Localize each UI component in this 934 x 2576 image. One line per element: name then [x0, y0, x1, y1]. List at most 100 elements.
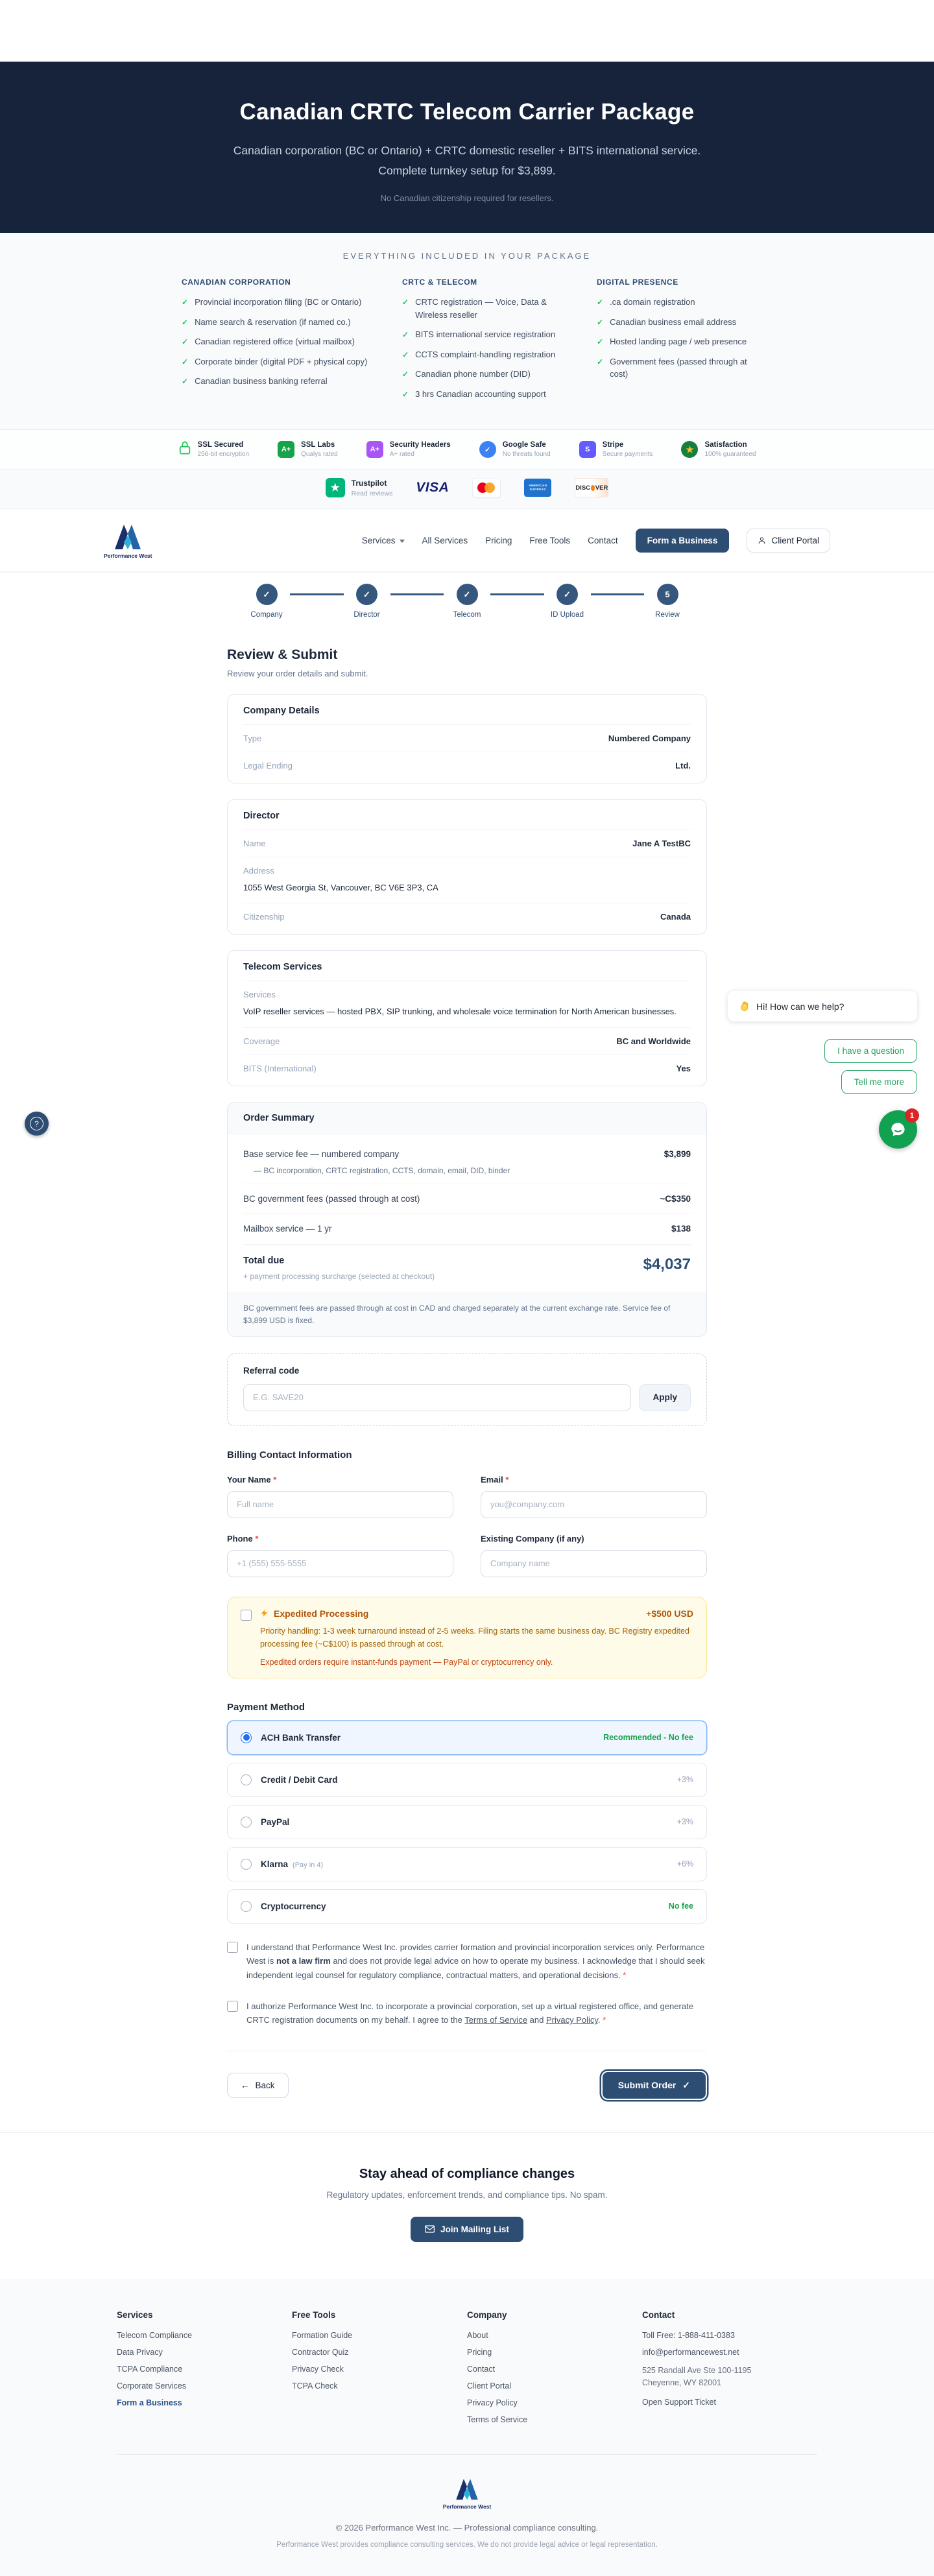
badge-sub: A+ rated — [389, 451, 414, 459]
payment-option-ach[interactable]: ACH Bank Transfer Recommended - No fee — [227, 1720, 707, 1755]
footer-email-link[interactable]: info@performancewest.net — [642, 2347, 739, 2357]
footer-link-formation-guide[interactable]: Formation Guide — [292, 2330, 353, 2340]
field-label: Existing Company (if any) — [481, 1533, 584, 1544]
nav-item-pricing[interactable]: Pricing — [485, 535, 512, 545]
footer-link-tcpa-check[interactable]: TCPA Check — [292, 2381, 338, 2391]
radio-unselected[interactable] — [241, 1774, 252, 1785]
footer-link-privacy-policy[interactable]: Privacy Policy — [467, 2398, 518, 2407]
company-name-input[interactable] — [481, 1549, 707, 1577]
radio-unselected[interactable] — [241, 1900, 252, 1912]
chat-quick-reply-question[interactable]: I have a question — [824, 1039, 917, 1063]
payment-option-crypto[interactable]: Cryptocurrency No fee — [227, 1889, 707, 1924]
list-item-label: Canadian business email address — [610, 316, 737, 327]
radio-selected[interactable] — [241, 1732, 252, 1743]
referral-code-input[interactable] — [243, 1383, 632, 1411]
badge-title: SSL Labs — [301, 441, 335, 449]
card-title: Telecom Services — [243, 962, 691, 982]
footer-link-data-privacy[interactable]: Data Privacy — [117, 2347, 163, 2357]
footer-link-contractor-quiz[interactable]: Contractor Quiz — [292, 2347, 349, 2357]
step-director[interactable]: ✓ Director — [344, 584, 390, 619]
trustpilot-title: Trustpilot — [351, 478, 387, 488]
name-input[interactable] — [227, 1490, 453, 1518]
footer-copyright: © 2026 Performance West Inc. — Professio… — [335, 2522, 599, 2533]
footer-link-tcpa-compliance[interactable]: TCPA Compliance — [117, 2364, 183, 2374]
nav-item-free-tools[interactable]: Free Tools — [529, 535, 571, 545]
discover-logo: DISC VER — [575, 478, 609, 498]
footer-column-title: Company — [467, 2309, 507, 2320]
badge-sub: Secure payments — [602, 451, 653, 459]
required-asterisk: * — [603, 2015, 606, 2025]
order-footnote: BC government fees are passed through at… — [228, 1292, 706, 1336]
phone-input[interactable] — [227, 1549, 453, 1577]
footer-link-pricing[interactable]: Pricing — [467, 2347, 492, 2357]
acknowledgement-checkbox[interactable] — [227, 1941, 238, 1953]
join-mailing-list-button[interactable]: Join Mailing List — [411, 2216, 523, 2242]
amex-text: AMERICAN — [529, 483, 547, 487]
step-review[interactable]: 5 Review — [644, 584, 691, 619]
step-telecom[interactable]: ✓ Telecom — [444, 584, 490, 619]
footer-link-privacy-check[interactable]: Privacy Check — [292, 2364, 344, 2374]
included-column-title: DIGITAL PRESENCE — [597, 278, 678, 287]
submit-order-button[interactable]: Submit Order ✓ — [601, 2070, 707, 2100]
footer-column-services: Services Telecom Compliance Data Privacy… — [117, 2310, 292, 2432]
footer-link-telecom-compliance[interactable]: Telecom Compliance — [117, 2330, 193, 2340]
chat-widget: Hi! How can we help? I have a question T… — [728, 991, 919, 1149]
chat-launcher-button[interactable]: 1 — [879, 1108, 919, 1149]
back-button[interactable]: ← Back — [227, 2072, 289, 2098]
footer-link-form-a-business[interactable]: Form a Business — [117, 2398, 182, 2407]
accessibility-help-button[interactable]: ? — [25, 1112, 49, 1136]
payment-option-klarna[interactable]: Klarna (Pay in 4) +6% — [227, 1846, 707, 1881]
list-item: ✓ Government fees (passed through at cost… — [597, 355, 752, 381]
radio-unselected[interactable] — [241, 1816, 252, 1828]
trustpilot-badge[interactable]: ★ Trustpilot Read reviews — [325, 478, 392, 498]
footer-link-terms-of-service[interactable]: Terms of Service — [467, 2415, 528, 2424]
step-id-upload[interactable]: ✓ ID Upload — [544, 584, 591, 619]
payment-option-fee: +3% — [677, 1775, 693, 1785]
footer-link-about[interactable]: About — [467, 2330, 488, 2340]
list-item: ✓ BITS international service registration — [402, 328, 577, 341]
security-headers-icon: A+ — [366, 441, 383, 459]
row-label: Type — [243, 733, 262, 744]
nav-item-services[interactable]: Services — [362, 536, 405, 545]
authorization-checkbox[interactable] — [227, 2000, 238, 2012]
order-row: Base service fee — numbered company $3,8… — [243, 1139, 691, 1169]
terms-of-service-link[interactable]: Terms of Service — [464, 2015, 528, 2025]
check-icon: ✓ — [182, 377, 189, 387]
payment-option-fee: +6% — [677, 1859, 693, 1869]
form-a-business-button[interactable]: Form a Business — [635, 528, 730, 553]
check-icon: ✓ — [597, 317, 604, 327]
legal-acknowledgement-2: I authorize Performance West Inc. to inc… — [227, 1999, 707, 2027]
nav-item-contact[interactable]: Contact — [588, 535, 618, 545]
footer-support-ticket-link[interactable]: Open Support Ticket — [642, 2397, 716, 2407]
chat-quick-reply-more[interactable]: Tell me more — [841, 1070, 917, 1094]
order-summary-card: Order Summary Base service fee — numbere… — [227, 1101, 707, 1337]
radio-unselected[interactable] — [241, 1858, 252, 1870]
step-label: Director — [353, 611, 380, 619]
footer-link-corporate-services[interactable]: Corporate Services — [117, 2381, 186, 2391]
payment-option-card[interactable]: Credit / Debit Card +3% — [227, 1762, 707, 1797]
brand-logo[interactable]: Performance West — [104, 522, 152, 559]
email-input[interactable] — [481, 1490, 707, 1518]
nav-item-all-services[interactable]: All Services — [422, 535, 468, 545]
newsletter-section: Stay ahead of compliance changes Regulat… — [0, 2132, 934, 2280]
chat-greeting-bubble[interactable]: Hi! How can we help? — [728, 991, 917, 1021]
row-value: Yes — [676, 1063, 691, 1073]
step-company[interactable]: ✓ Company — [243, 584, 290, 619]
check-icon: ✓ — [682, 2079, 690, 2090]
chevron-down-icon — [399, 539, 405, 543]
expedited-checkbox[interactable] — [241, 1609, 252, 1621]
payment-logos-strip: ★ Trustpilot Read reviews VISA AMERICAN … — [0, 470, 934, 510]
discover-dot — [590, 484, 595, 491]
payment-option-paypal[interactable]: PayPal +3% — [227, 1804, 707, 1839]
footer-link-contact[interactable]: Contact — [467, 2364, 496, 2374]
badge-title: Satisfaction — [704, 441, 747, 449]
apply-referral-button[interactable]: Apply — [639, 1383, 691, 1411]
list-item: ✓ .ca domain registration — [597, 296, 752, 309]
step-circle-done: ✓ — [356, 584, 377, 606]
list-item: ✓ Provincial incorporation filing (BC or … — [182, 296, 383, 309]
badge-sub: 100% guaranteed — [704, 451, 756, 459]
privacy-policy-link[interactable]: Privacy Policy — [545, 2015, 598, 2025]
footer-link-client-portal[interactable]: Client Portal — [467, 2381, 512, 2391]
client-portal-button[interactable]: Client Portal — [747, 528, 830, 553]
badge-google-safe: ✓ Google Safe No threats found — [479, 441, 551, 459]
